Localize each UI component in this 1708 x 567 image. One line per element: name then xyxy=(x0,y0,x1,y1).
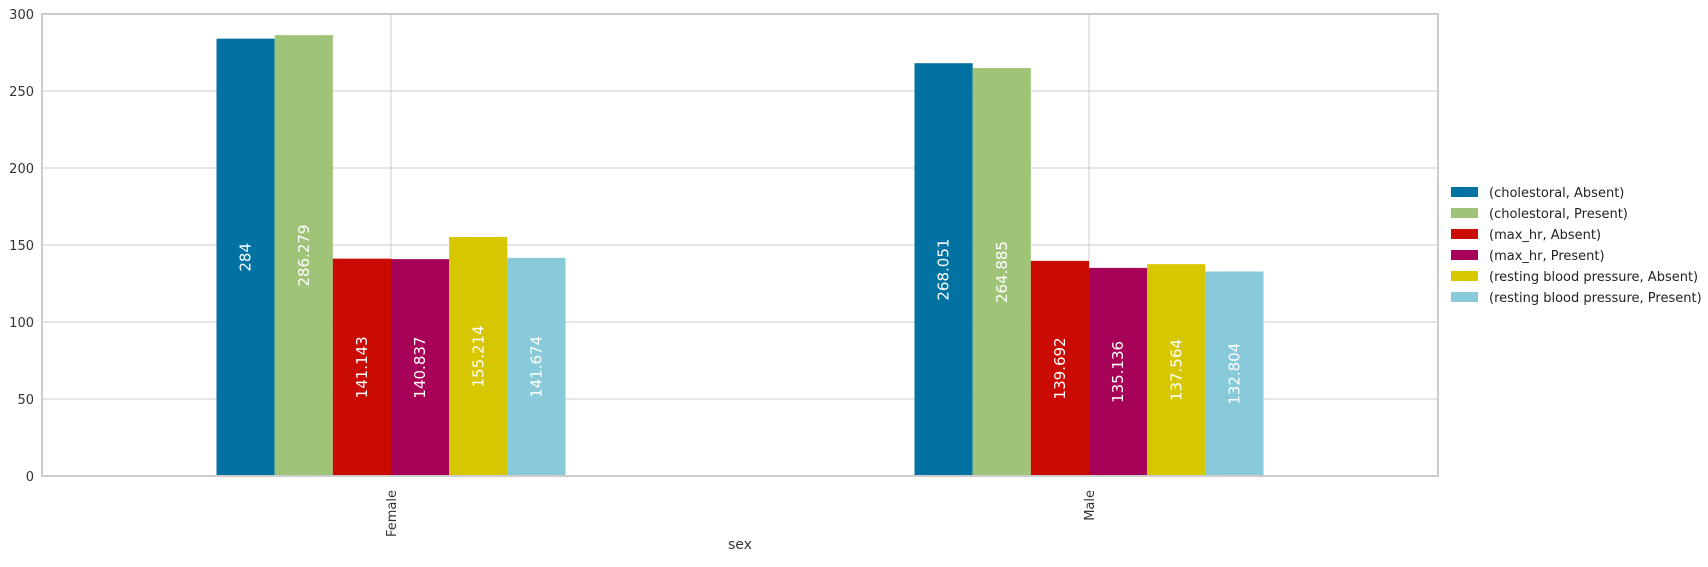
bar xyxy=(449,236,508,476)
bar xyxy=(914,63,973,476)
legend-swatch xyxy=(1451,229,1478,239)
y-tick-label: 250 xyxy=(9,85,34,100)
bar xyxy=(1030,260,1089,476)
legend-label: (cholestoral, Present) xyxy=(1489,207,1628,222)
bar-value-label: 141.674 xyxy=(527,336,545,398)
y-tick-label: 0 xyxy=(26,470,34,485)
bar xyxy=(332,258,391,476)
x-tick-label: Male xyxy=(1083,490,1098,521)
bars xyxy=(216,35,1264,477)
bar-value-label: 268.051 xyxy=(935,239,953,301)
bar xyxy=(391,259,450,476)
bar xyxy=(507,257,566,476)
bar-value-label: 135.136 xyxy=(1109,341,1127,403)
bar-value-label: 137.564 xyxy=(1167,339,1185,401)
bar xyxy=(216,38,275,476)
bar-value-label: 132.804 xyxy=(1225,343,1243,405)
legend-swatch xyxy=(1451,187,1478,197)
legend-label: (resting blood pressure, Absent) xyxy=(1489,270,1698,285)
bar xyxy=(1147,264,1206,476)
bar xyxy=(972,68,1031,477)
legend-label: (cholestoral, Absent) xyxy=(1489,186,1624,201)
bar xyxy=(1089,267,1148,476)
legend-swatch xyxy=(1451,271,1478,281)
legend-swatch xyxy=(1451,208,1478,218)
legend-label: (max_hr, Absent) xyxy=(1489,228,1601,243)
bar-value-label: 139.692 xyxy=(1051,337,1069,399)
x-axis-title: sex xyxy=(728,537,752,553)
bar-value-label: 155.214 xyxy=(469,325,487,387)
legend-label: (resting blood pressure, Present) xyxy=(1489,291,1702,306)
bar-value-label: 286.279 xyxy=(295,225,313,287)
y-tick-label: 100 xyxy=(9,316,34,331)
bar-value-label: 140.837 xyxy=(411,337,429,399)
axes: 0 50 100 150 200 250 300 Female Male xyxy=(9,8,1098,537)
data-labels: 284 286.279 141.143 140.837 155.214 141.674 26… xyxy=(237,225,1244,405)
bar-value-label: 141.143 xyxy=(353,336,371,398)
legend-swatch xyxy=(1451,292,1478,302)
y-tick-label: 50 xyxy=(17,393,34,408)
y-tick-label: 200 xyxy=(9,162,34,177)
legend: (cholestoral, Absent) (cholestoral, Prese… xyxy=(1451,186,1702,306)
x-tick-label: Female xyxy=(385,490,400,537)
bar xyxy=(1205,271,1264,476)
legend-label: (max_hr, Present) xyxy=(1489,249,1605,264)
bar-value-label: 284 xyxy=(237,243,255,272)
y-tick-label: 150 xyxy=(9,239,34,254)
legend-swatch xyxy=(1451,250,1478,260)
plot-area xyxy=(41,13,1439,477)
bar xyxy=(274,35,333,476)
bar-value-label: 264.885 xyxy=(993,241,1011,303)
y-tick-label: 300 xyxy=(9,8,34,23)
